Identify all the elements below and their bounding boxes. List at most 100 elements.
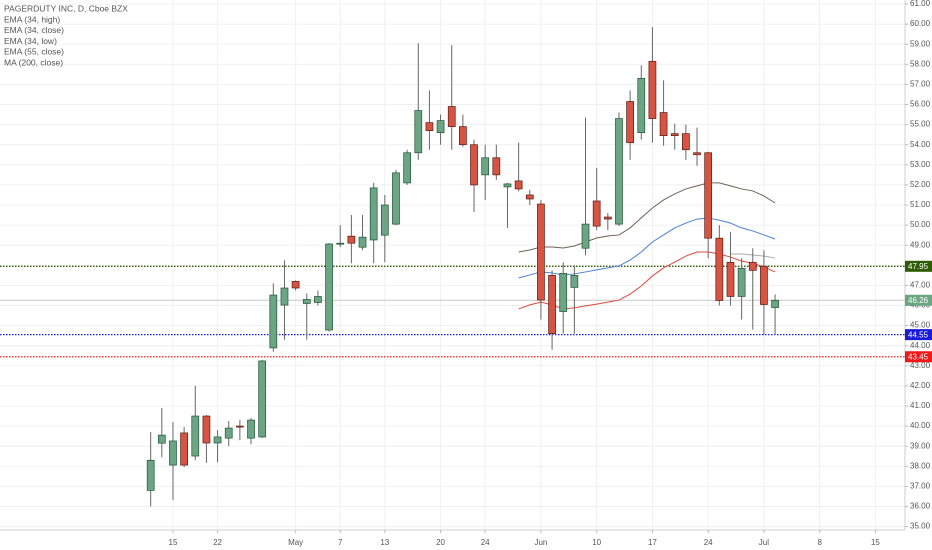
candle-body xyxy=(537,203,545,301)
candle-body xyxy=(325,243,333,331)
y-tick-label: 36.00 xyxy=(910,502,931,511)
candle-body xyxy=(236,425,244,428)
plot xyxy=(0,27,905,507)
candle-body xyxy=(302,299,311,304)
candle-body xyxy=(447,106,456,127)
candle-body xyxy=(592,200,601,227)
price-label-box xyxy=(905,294,932,306)
candle-body xyxy=(146,459,155,491)
price-label-box xyxy=(905,351,932,363)
candle-body xyxy=(492,157,501,176)
candle-body xyxy=(704,152,713,239)
legend-entry: MA (200, close) xyxy=(4,57,63,67)
y-tick-label: 39.00 xyxy=(910,441,931,450)
x-tick-label: 13 xyxy=(380,538,389,547)
candle-body xyxy=(224,427,233,439)
candle-body xyxy=(481,157,490,176)
candle-body xyxy=(459,126,467,146)
x-tick-label: 22 xyxy=(213,538,222,547)
candle-body xyxy=(581,223,590,249)
legend: EMA (34, high)EMA (34, close)EMA (34, lo… xyxy=(4,14,64,67)
candle-body xyxy=(380,204,389,236)
candle-body xyxy=(269,294,278,349)
candle-body xyxy=(202,415,211,444)
candle-body xyxy=(291,281,300,289)
candle-body xyxy=(347,235,356,244)
legend-entry: EMA (34, low) xyxy=(4,36,57,46)
candle-body xyxy=(392,172,400,225)
candle-body xyxy=(247,419,255,439)
y-tick-label: 53.00 xyxy=(910,160,931,169)
price-label: 46.26 xyxy=(908,296,929,305)
y-tick-label: 59.00 xyxy=(910,39,931,48)
candle-body xyxy=(425,122,434,131)
y-tick-label: 56.00 xyxy=(910,100,931,109)
y-tick-label: 42.00 xyxy=(910,381,931,390)
candle-body xyxy=(548,275,556,334)
price-label: 43.45 xyxy=(908,352,929,361)
x-tick-label: Jul xyxy=(759,538,769,547)
candle-body xyxy=(213,436,222,444)
candle-body xyxy=(726,261,735,297)
candle-body xyxy=(760,265,768,305)
candle-body xyxy=(414,110,423,154)
candle-body xyxy=(670,133,679,137)
y-tick-label: 45.00 xyxy=(910,321,931,330)
y-tick-label: 37.00 xyxy=(910,481,931,490)
candle-body xyxy=(659,112,668,137)
candle-body xyxy=(737,267,746,297)
price-label: 44.55 xyxy=(908,330,929,339)
x-tick-label: 8 xyxy=(817,538,822,547)
candle-body xyxy=(258,360,267,438)
candle-body xyxy=(637,78,646,134)
candle-body xyxy=(570,275,579,288)
candle-body xyxy=(191,415,200,457)
candle-body xyxy=(503,183,512,188)
legend-entry: EMA (55, close) xyxy=(4,47,64,57)
y-tick-label: 54.00 xyxy=(910,140,931,149)
candle-body xyxy=(693,152,701,156)
candle-body xyxy=(748,261,757,271)
legend-entry: EMA (34, close) xyxy=(4,25,64,35)
y-tick-label: 40.00 xyxy=(910,421,931,430)
candle-body xyxy=(514,180,523,190)
candle-body xyxy=(169,440,177,466)
x-tick-label: 24 xyxy=(481,538,490,547)
candle-body xyxy=(615,118,623,225)
x-tick-label: 20 xyxy=(436,538,445,547)
y-tick-label: 38.00 xyxy=(910,461,931,470)
y-tick-label: 60.00 xyxy=(910,19,931,28)
price-label: 47.95 xyxy=(908,262,929,271)
price-label-box xyxy=(905,329,932,341)
y-tick-label: 55.00 xyxy=(910,120,931,129)
x-tick-label: 17 xyxy=(648,538,657,547)
y-tick-label: 41.00 xyxy=(910,401,931,410)
price-axis-bg xyxy=(905,0,932,550)
candle-body xyxy=(682,133,690,151)
candle-body xyxy=(336,242,345,245)
candle-body xyxy=(314,296,322,303)
candle-body xyxy=(369,187,378,241)
candle-body xyxy=(358,236,367,248)
y-tick-label: 58.00 xyxy=(910,59,931,68)
candle-body xyxy=(157,434,166,444)
price-label-box xyxy=(905,260,932,272)
candle-body xyxy=(180,432,188,466)
candle-body xyxy=(715,237,724,301)
candle-body xyxy=(280,287,289,306)
x-tick-label: 15 xyxy=(871,538,880,547)
y-tick-label: 50.00 xyxy=(910,220,931,229)
x-tick-label: 24 xyxy=(704,538,713,547)
candle-body xyxy=(403,152,411,184)
y-tick-label: 61.00 xyxy=(910,0,931,8)
x-tick-label: 7 xyxy=(338,538,343,547)
y-tick-label: 43.00 xyxy=(910,361,931,370)
y-tick-label: 49.00 xyxy=(910,240,931,249)
y-tick-label: 35.00 xyxy=(910,522,931,531)
y-tick-label: 51.00 xyxy=(910,200,931,209)
candle-body xyxy=(470,144,478,186)
chart-title: PAGERDUTY INC, D, Cboe BZX xyxy=(4,3,128,13)
y-tick-label: 47.00 xyxy=(910,281,931,290)
